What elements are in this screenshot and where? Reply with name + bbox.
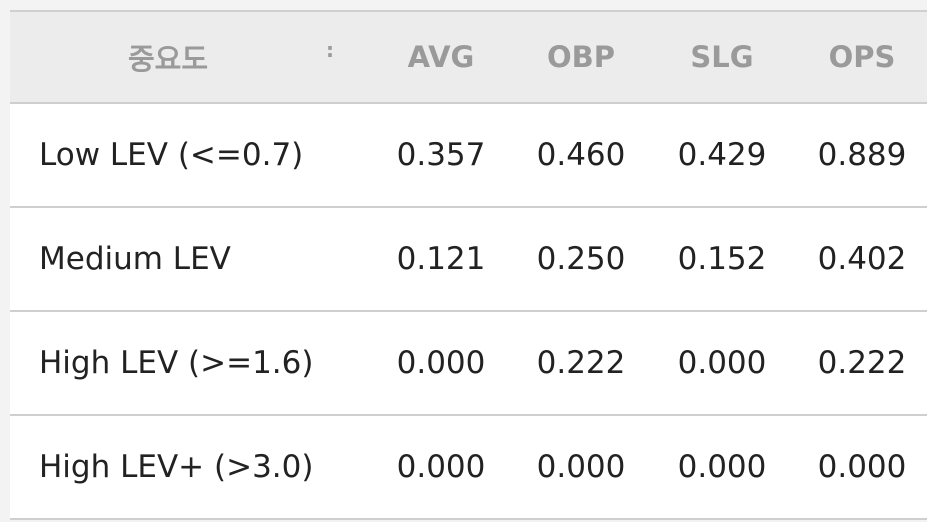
stat-value: 0.000 [536,449,626,485]
stat-value: 0.460 [536,137,626,173]
row-label: High LEV+ (>3.0) [39,449,314,485]
stats-table: 중요도: AVG OBP SLG OPS Low LEV (<=0.7) 0.357 0.46… [10,10,927,520]
stat-value: 0.889 [817,137,907,173]
data-row: High LEV (>=1.6) 0.000 0.222 0.000 0.222 [10,312,927,416]
stat-value: 0.000 [677,345,767,381]
stat-value: 0.250 [536,241,626,277]
stat-value: 0.402 [817,241,907,277]
stat-value: 0.152 [677,241,767,277]
stat-value: 0.000 [396,449,486,485]
header-cell[interactable]: 중요도 [127,42,209,76]
data-row: Medium LEV 0.121 0.250 0.152 0.402 [10,208,927,312]
header-cell[interactable]: OPS [828,40,896,74]
stat-value: 0.000 [817,449,907,485]
header-row: 중요도: AVG OBP SLG OPS [10,12,927,104]
header-cell[interactable]: SLG [690,40,754,74]
stat-value: 0.429 [677,137,767,173]
stat-value: 0.222 [536,345,626,381]
header-cell[interactable]: OBP [546,40,615,74]
data-row: High LEV+ (>3.0) 0.000 0.000 0.000 0.000 [10,416,927,520]
row-label: Medium LEV [39,241,231,277]
stat-value: 0.222 [817,345,907,381]
row-label: High LEV (>=1.6) [39,345,314,381]
header-cell[interactable]: : [326,38,334,62]
stat-value: 0.121 [396,241,486,277]
header-cell[interactable]: AVG [407,40,475,74]
stat-value: 0.000 [677,449,767,485]
stat-value: 0.357 [396,137,486,173]
data-row: Low LEV (<=0.7) 0.357 0.460 0.429 0.889 [10,104,927,208]
stat-value: 0.000 [396,345,486,381]
row-label: Low LEV (<=0.7) [39,137,304,173]
